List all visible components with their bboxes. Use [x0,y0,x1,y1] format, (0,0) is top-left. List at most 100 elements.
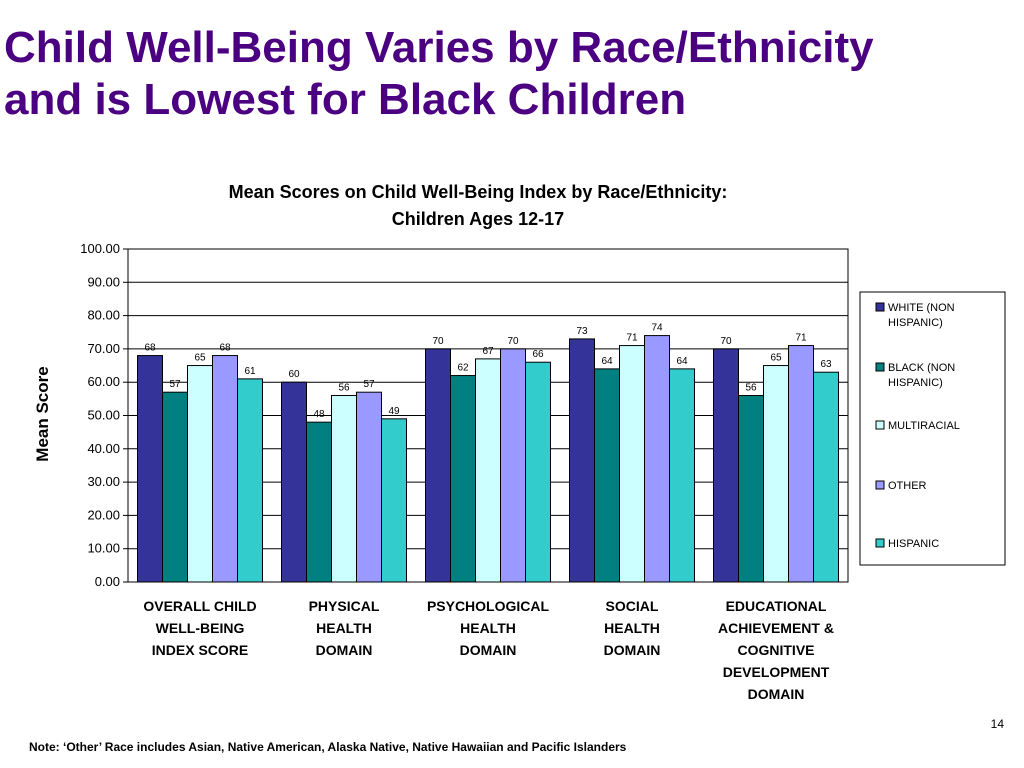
bar [738,395,764,583]
footnote: Note: ‘Other’ Race includes Asian, Nativ… [29,740,627,754]
bar [644,335,670,583]
bar [187,365,213,583]
legend-label: WHITE (NON [888,302,955,314]
data-label: 60 [288,369,300,380]
x-category-label: PSYCHOLOGICAL [427,598,550,614]
bar [450,375,476,583]
bar [475,358,501,583]
legend-label: HISPANIC) [888,377,943,389]
x-category-label: WELL-BEING [156,620,245,636]
y-tick-label: 40.00 [87,441,120,456]
y-tick-label: 100.00 [80,241,120,256]
data-label: 48 [313,409,325,420]
legend-label: BLACK (NON [888,362,955,374]
legend-swatch [875,302,885,312]
bar [525,361,551,583]
legend-swatch [875,538,885,548]
data-label: 71 [626,333,638,344]
bar [788,345,814,583]
data-label: 65 [194,353,206,364]
data-label: 70 [432,336,444,347]
x-category-label: HEALTH [316,620,372,636]
data-label: 70 [720,336,732,347]
y-tick-label: 70.00 [87,341,120,356]
data-label: 57 [363,379,375,390]
data-label: 67 [482,346,494,357]
data-label: 70 [507,336,519,347]
slide-title: Child Well-Being Varies by Race/Ethnicit… [4,22,1019,126]
data-label: 57 [169,379,181,390]
bar [713,348,739,583]
bar [569,338,595,583]
x-category-label: ACHIEVEMENT & [718,620,834,636]
data-label: 61 [244,366,256,377]
data-label: 71 [795,333,807,344]
y-tick-label: 80.00 [87,308,120,323]
plot-area: 0.00 10.00 20.00 30.00 40.00 50.00 60.00 70.00 8… [80,241,849,702]
bar [281,381,307,583]
slide-title-line-2: and is Lowest for Black Children [4,75,687,124]
bar [306,421,332,583]
x-category-label: SOCIAL [606,598,659,614]
x-category-label: HEALTH [460,620,516,636]
bar [237,378,263,583]
bar [212,355,238,583]
data-label: 74 [651,323,663,334]
bar [763,365,789,583]
legend-label: HISPANIC) [888,317,943,329]
bar [331,395,357,583]
data-label: 49 [388,406,400,417]
data-label: 62 [457,363,469,374]
legend-swatch [875,362,885,372]
x-category-label: DOMAIN [316,642,373,658]
y-tick-label: 60.00 [87,374,120,389]
y-axis-label: Mean Score [33,366,52,461]
chart-title-line-1: Mean Scores on Child Well-Being Index by… [229,182,728,202]
data-label: 63 [820,359,832,370]
y-tick-label: 50.00 [87,408,120,423]
legend-label: HISPANIC [888,538,939,550]
bar [813,371,839,583]
page-number: 14 [990,717,1004,731]
x-category-label: INDEX SCORE [152,642,248,658]
data-label: 68 [144,343,156,354]
legend-swatch [875,420,885,430]
legend-swatch [875,480,885,490]
y-tick-label: 0.00 [95,574,120,589]
x-category-label: PHYSICAL [309,598,380,614]
x-category-label: DEVELOPMENT [723,664,830,680]
legend: WHITE (NON HISPANIC) BLACK (NON HISPANIC) MU… [859,291,1006,566]
bar [500,348,526,583]
chart-title-line-2: Children Ages 12-17 [392,209,564,229]
bar [669,368,695,583]
data-label: 73 [576,326,588,337]
legend-label: OTHER [888,480,927,492]
slide-title-line-1: Child Well-Being Varies by Race/Ethnicit… [4,23,874,72]
bar [137,355,163,583]
x-category-label: EDUCATIONAL [726,598,827,614]
bar [381,418,407,583]
legend-label: MULTIRACIAL [888,420,960,432]
bar [619,345,645,583]
x-category-label: DOMAIN [460,642,517,658]
bar [425,348,451,583]
x-category-label: HEALTH [604,620,660,636]
y-tick-label: 90.00 [87,274,120,289]
y-tick-label: 10.00 [87,541,120,556]
x-category-label: DOMAIN [604,642,661,658]
data-label: 64 [676,356,688,367]
x-category-label: COGNITIVE [737,642,814,658]
x-category-label: DOMAIN [748,686,805,702]
data-label: 66 [532,349,544,360]
y-tick-label: 30.00 [87,474,120,489]
data-label: 56 [745,383,757,394]
data-label: 64 [601,356,613,367]
x-category-label: OVERALL CHILD [143,598,256,614]
bar [356,391,382,583]
data-label: 56 [338,383,350,394]
bar [162,391,188,583]
bar [594,368,620,583]
data-label: 68 [219,343,231,354]
y-tick-label: 20.00 [87,507,120,522]
